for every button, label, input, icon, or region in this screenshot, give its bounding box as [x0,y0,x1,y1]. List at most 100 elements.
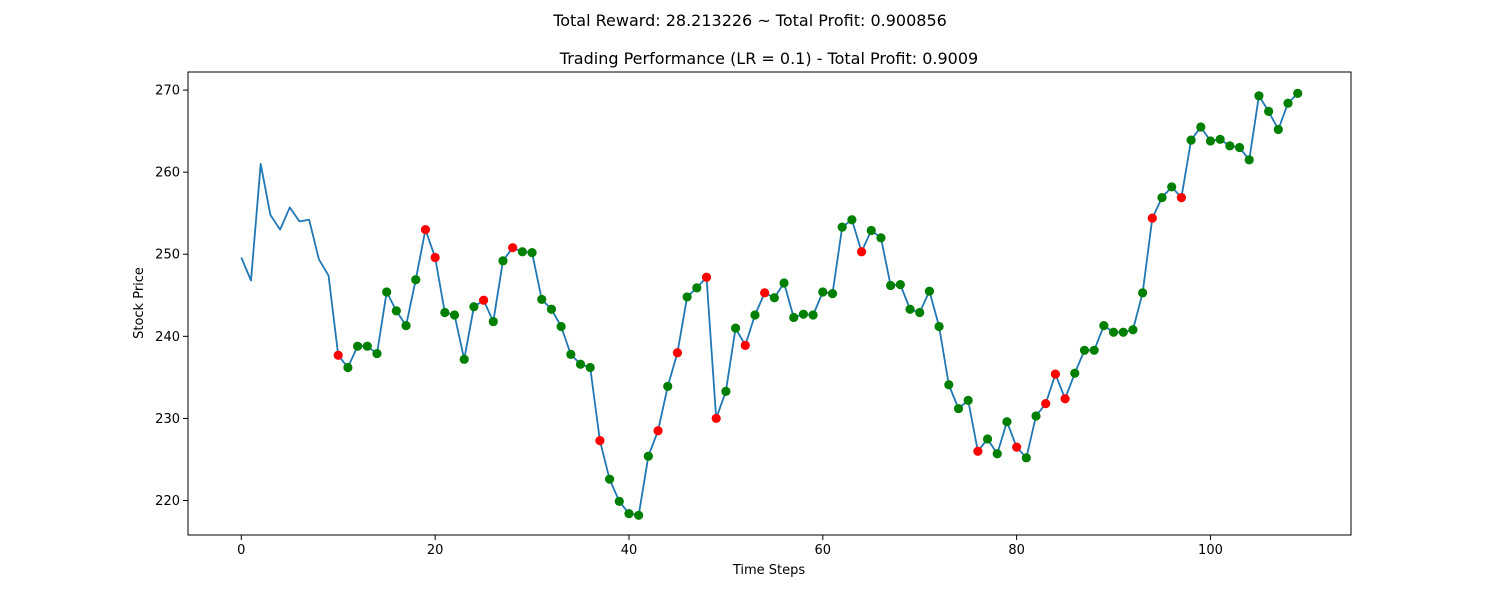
long-marker [517,247,527,257]
long-marker [876,233,886,243]
long-marker [1099,321,1109,331]
y-axis-label: Stock Price [132,267,147,339]
long-marker [818,287,828,297]
long-marker [924,286,935,296]
x-tick-label: 60 [815,543,832,558]
x-axis-label: Time Steps [732,563,806,578]
long-marker [624,509,634,519]
long-marker [1273,124,1283,135]
long-marker [527,248,537,258]
long-marker [556,321,566,332]
long-marker [1205,136,1216,146]
long-marker [1196,122,1206,132]
long-marker [614,496,624,506]
short-marker [595,435,605,446]
short-marker [701,272,712,282]
y-tick-label: 230 [155,412,180,427]
long-marker [362,341,372,351]
y-tick-label: 220 [155,494,180,509]
long-marker [934,321,944,332]
long-marker [953,403,964,414]
x-tick-label: 20 [427,543,444,558]
short-marker [333,350,343,360]
long-marker [449,310,460,320]
long-marker [440,307,450,318]
x-tick-label: 40 [621,543,638,558]
long-marker [866,225,876,236]
long-marker [827,289,838,299]
y-tick-label: 240 [155,330,180,345]
long-marker [566,349,576,359]
long-marker [575,359,586,369]
long-marker [1089,345,1099,355]
short-marker [973,446,983,456]
long-marker [886,280,896,291]
short-marker [711,413,721,424]
long-marker [1157,193,1167,203]
long-marker [1118,327,1128,337]
x-tick-label: 0 [237,543,245,558]
long-marker [789,312,799,323]
short-marker [672,348,683,358]
long-marker [382,287,392,297]
long-marker [372,348,382,359]
x-tick-label: 100 [1198,543,1223,558]
short-marker [1050,369,1060,379]
figure-suptitle: Total Reward: 28.213226 ~ Total Profit: … [552,11,947,30]
long-marker [1128,325,1138,335]
long-marker [1079,345,1090,355]
long-marker [1186,135,1196,145]
long-marker [808,310,818,320]
short-marker [508,243,518,253]
long-marker [1234,142,1245,153]
long-marker [1138,288,1148,298]
long-marker [1215,134,1225,144]
long-marker [343,362,353,373]
short-marker [1176,193,1186,203]
long-marker [1283,98,1293,108]
short-marker [479,295,489,305]
long-marker [1244,155,1254,165]
long-marker [750,310,760,320]
long-marker [401,321,411,331]
short-marker [740,340,750,350]
long-marker [798,309,809,319]
long-marker [982,434,993,444]
plot-border [187,71,1352,536]
long-marker [769,293,779,303]
long-marker [537,294,547,304]
x-tick-label: 80 [1008,543,1025,558]
long-marker [1254,91,1264,101]
long-marker [721,386,731,396]
y-tick-label: 260 [155,166,180,181]
long-marker [837,222,847,232]
long-marker [992,449,1002,459]
long-marker [488,316,498,327]
long-marker [915,307,925,318]
long-marker [1070,368,1080,378]
long-marker [1108,327,1119,337]
long-marker [663,381,673,392]
long-marker [1021,453,1031,463]
long-marker [643,451,653,461]
long-marker [411,275,421,285]
short-marker [856,247,867,257]
long-marker [1264,106,1274,116]
long-marker [682,292,692,302]
long-marker [469,302,479,312]
short-marker [1012,442,1022,452]
long-marker [779,278,789,288]
long-marker [585,362,595,373]
y-axis: 220 230 240 250 260 270 [155,84,188,509]
chart-title: Trading Performance (LR = 0.1) - Total P… [559,49,978,68]
long-marker [353,341,363,351]
long-marker [546,304,557,314]
plot-area [187,71,1352,536]
long-marker [847,215,857,225]
short-marker [653,426,663,436]
long-marker [391,306,401,316]
y-tick-label: 270 [155,84,180,99]
long-marker [1293,88,1303,98]
long-marker [944,380,954,390]
